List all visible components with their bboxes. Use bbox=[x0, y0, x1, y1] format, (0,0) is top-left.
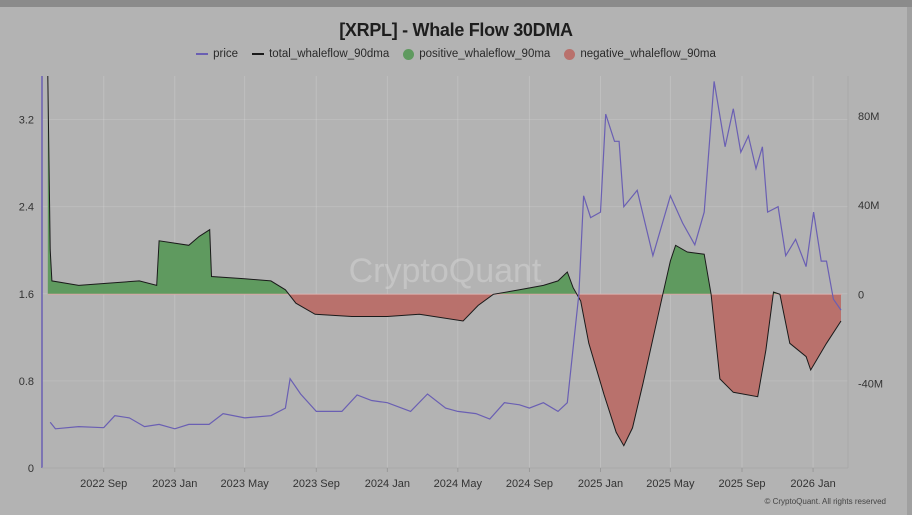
price-line bbox=[49, 81, 842, 430]
legend-swatch bbox=[564, 48, 576, 60]
x-tick-label: 2024 May bbox=[434, 478, 483, 490]
right-band bbox=[907, 7, 912, 515]
legend-item-positive[interactable]: positive_whaleflow_90ma bbox=[403, 48, 550, 60]
y-right-tick-label: -40M bbox=[858, 378, 883, 390]
legend-swatch bbox=[252, 53, 265, 55]
total-whaleflow-line bbox=[47, 75, 842, 447]
x-tick-label: 2025 Jan bbox=[578, 478, 623, 490]
x-tick-label: 2023 May bbox=[221, 478, 270, 490]
legend-label: negative_whaleflow_90ma bbox=[580, 48, 716, 60]
y-right-tick-label: 0 bbox=[858, 289, 864, 301]
legend-item-negative[interactable]: negative_whaleflow_90ma bbox=[564, 48, 716, 60]
copyright: © CryptoQuant. All rights reserved bbox=[764, 497, 887, 506]
legend-item-total[interactable]: total_whaleflow_90dma bbox=[252, 48, 389, 60]
y-left-tick-label: 2.4 bbox=[19, 202, 34, 214]
x-tick-label: 2023 Sep bbox=[293, 478, 340, 490]
y-right-tick-label: 40M bbox=[858, 200, 879, 212]
legend-swatch bbox=[196, 53, 209, 55]
positive-whaleflow-area bbox=[47, 76, 780, 295]
x-tick-label: 2022 Sep bbox=[80, 478, 127, 490]
y-right-tick-label: 80M bbox=[858, 111, 879, 123]
legend-label: total_whaleflow_90dma bbox=[269, 48, 390, 60]
chart-title: [XRPL] - Whale Flow 30DMA bbox=[339, 20, 573, 40]
legend: price total_whaleflow_90dma positive_wha… bbox=[0, 48, 912, 60]
x-tick-label: 2024 Jan bbox=[365, 478, 410, 490]
y-left-tick-label: 1.6 bbox=[19, 289, 34, 301]
legend-swatch bbox=[403, 48, 415, 60]
y-left-tick-label: 0.8 bbox=[19, 376, 34, 388]
negative-whaleflow-area bbox=[47, 294, 841, 446]
x-tick-label: 2026 Jan bbox=[790, 478, 835, 490]
y-left-tick-label: 3.2 bbox=[19, 115, 34, 127]
x-tick-label: 2025 May bbox=[646, 478, 695, 490]
y-left-tick-label: 0 bbox=[28, 463, 34, 475]
watermark: CryptoQuant bbox=[349, 252, 542, 290]
x-tick-label: 2025 Sep bbox=[718, 478, 765, 490]
top-band bbox=[0, 0, 912, 7]
x-tick-label: 2024 Sep bbox=[506, 478, 553, 490]
legend-label: price bbox=[213, 48, 239, 60]
x-tick-label: 2023 Jan bbox=[152, 478, 197, 490]
legend-label: positive_whaleflow_90ma bbox=[419, 48, 551, 60]
legend-item-price[interactable]: price bbox=[196, 48, 238, 60]
